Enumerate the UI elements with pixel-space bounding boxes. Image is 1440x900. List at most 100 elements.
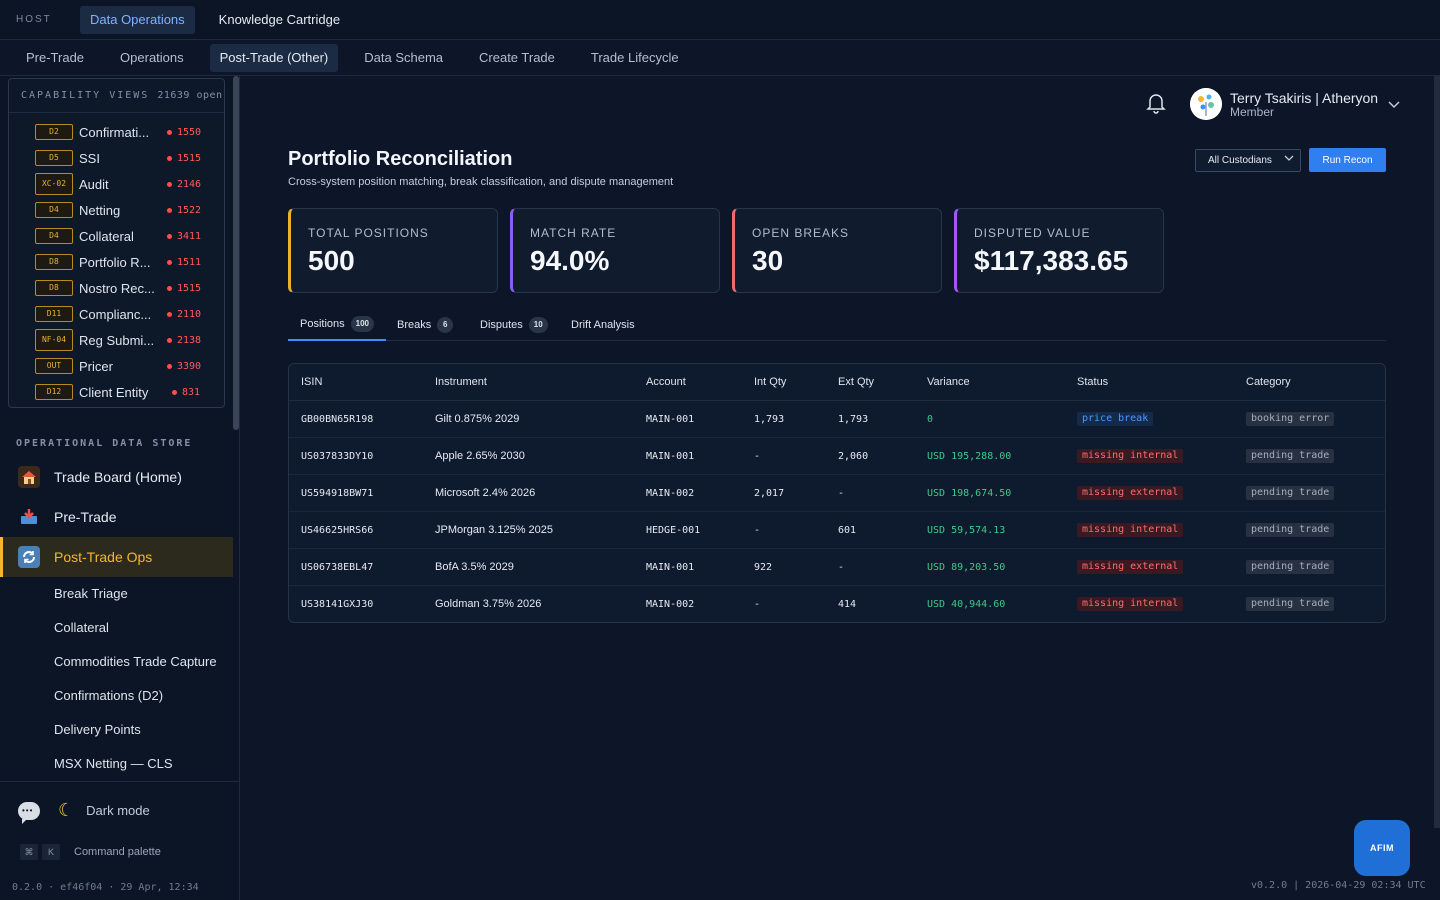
cell-ext-qty: 2,060	[838, 451, 869, 462]
subnav-tab-data-schema[interactable]: Data Schema	[364, 50, 444, 65]
cell-int-qty: -	[754, 451, 761, 462]
run-recon-button[interactable]: Run Recon	[1309, 148, 1386, 172]
subnav-tab-operations[interactable]: Operations	[120, 50, 184, 65]
table-row[interactable]: US594918BW71 Microsoft 2.4% 2026 MAIN-002 2…	[289, 475, 1385, 512]
cell-instrument: Apple 2.65% 2030	[435, 450, 525, 462]
top-tab-data-operations[interactable]: Data Operations	[80, 5, 195, 34]
bell-icon[interactable]	[1146, 92, 1166, 114]
kpi-value: $117,383.65	[974, 245, 1129, 276]
sub-item-break-triage[interactable]: Break Triage	[54, 586, 128, 601]
sidebar-footer: ••• ☾ Dark mode ⌘ K Command palette 0.2.…	[0, 781, 240, 893]
capability-item-collateral[interactable]: D4 Collateral 3411	[9, 223, 224, 249]
column-header-category[interactable]: Category	[1246, 376, 1291, 388]
capability-item-audit[interactable]: XC-02 Audit 2146	[9, 171, 224, 197]
dark-mode-row: ••• ☾ Dark mode	[18, 800, 150, 824]
capability-item-compliance[interactable]: D11 Complianc... 2110	[9, 301, 224, 327]
table-row[interactable]: US38141GXJ30 Goldman 3.75% 2026 MAIN-002 - 4…	[289, 586, 1385, 622]
main-scrollbar[interactable]	[1434, 76, 1440, 828]
cell-account: MAIN-001	[646, 414, 695, 425]
category-badge: pending trade	[1246, 486, 1335, 500]
top-tab-knowledge-cartridge[interactable]: Knowledge Cartridge	[218, 12, 341, 27]
moon-icon[interactable]: ☾	[58, 800, 75, 820]
capability-label: Pricer	[79, 358, 113, 374]
tab-breaks[interactable]: Breaks 6	[397, 308, 454, 341]
alert-dot-icon	[167, 363, 172, 369]
user-name[interactable]: Terry Tsakiris | Atheryon	[1230, 90, 1379, 106]
capability-label: Confirmati...	[79, 124, 150, 140]
capability-item-confirmations[interactable]: D2 Confirmati... 1550	[9, 119, 224, 145]
status-badge: missing external	[1077, 486, 1184, 500]
alert-dot-icon	[167, 285, 172, 291]
column-header-ext-qty[interactable]: Ext Qty	[838, 376, 875, 388]
ods-section-title: OPERATIONAL DATA STORE	[16, 438, 193, 449]
sub-item-collateral[interactable]: Collateral	[54, 620, 109, 635]
kpi-open-breaks: OPEN BREAKS 30	[732, 208, 942, 293]
column-header-instrument[interactable]: Instrument	[435, 376, 487, 388]
sub-item-commodities-trade-capture[interactable]: Commodities Trade Capture	[54, 654, 217, 669]
avatar[interactable]	[1190, 88, 1222, 120]
tab-drift-analysis[interactable]: Drift Analysis	[571, 318, 635, 331]
subnav-tab-trade-lifecycle[interactable]: Trade Lifecycle	[590, 50, 679, 65]
cell-ext-qty: -	[838, 488, 845, 499]
status-badge: missing internal	[1077, 597, 1184, 611]
capability-badge: D4	[35, 202, 73, 218]
tab-count-badge: 100	[350, 315, 374, 332]
command-palette-row[interactable]: ⌘ K Command palette	[20, 844, 161, 860]
capability-views-header: CAPABILITY VIEWS 21639 open	[9, 79, 224, 113]
capability-item-pricer[interactable]: OUT Pricer 3390	[9, 353, 224, 379]
capability-count: 831	[172, 387, 200, 398]
nav-item-label: Trade Board (Home)	[54, 469, 182, 485]
sidebar-scrollbar[interactable]	[233, 76, 239, 430]
subnav-tab-create-trade[interactable]: Create Trade	[479, 50, 555, 65]
cell-isin: US06738EBL47	[301, 562, 374, 573]
capability-item-nostro-recon[interactable]: D8 Nostro Rec... 1515	[9, 275, 224, 301]
nav-item-post-trade-ops[interactable]: Post-Trade Ops	[0, 537, 233, 577]
nav-item-trade-board[interactable]: Trade Board (Home)	[0, 457, 233, 497]
chat-icon[interactable]: •••	[18, 801, 40, 824]
capability-item-portfolio-recon[interactable]: D8 Portfolio R... 1511	[9, 249, 224, 275]
capability-badge: D11	[35, 306, 73, 322]
chevron-down-icon[interactable]	[1388, 98, 1400, 112]
sub-item-confirmations[interactable]: Confirmations (D2)	[54, 688, 164, 703]
cycle-icon	[18, 546, 40, 568]
table-row[interactable]: US06738EBL47 BofA 3.5% 2029 MAIN-001 922 - US…	[289, 549, 1385, 586]
user-role: Member	[1230, 105, 1275, 119]
capability-item-netting[interactable]: D4 Netting 1522	[9, 197, 224, 223]
alert-dot-icon	[167, 155, 172, 161]
table-row[interactable]: GB00BN65R198 Gilt 0.875% 2029 MAIN-001 1,79…	[289, 401, 1385, 438]
column-header-variance[interactable]: Variance	[927, 376, 970, 388]
capability-count: 1511	[167, 257, 201, 268]
capability-item-ssi[interactable]: D5 SSI 1515	[9, 145, 224, 171]
column-header-status[interactable]: Status	[1077, 376, 1109, 388]
custodian-select[interactable]: All Custodians	[1195, 149, 1301, 172]
capability-item-client-entity[interactable]: D12 Client Entity 831	[9, 379, 224, 405]
cell-instrument: Microsoft 2.4% 2026	[435, 487, 536, 499]
sub-item-msx-netting-cls[interactable]: MSX Netting — CLS	[54, 756, 173, 771]
capability-label: Collateral	[79, 228, 134, 244]
capability-label: Reg Submi...	[79, 332, 155, 348]
column-header-isin[interactable]: ISIN	[301, 376, 323, 388]
house-icon	[18, 466, 40, 488]
capability-label: Nostro Rec...	[79, 280, 155, 296]
column-header-int-qty[interactable]: Int Qty	[754, 376, 787, 388]
sub-item-delivery-points[interactable]: Delivery Points	[54, 722, 141, 737]
dark-mode-toggle[interactable]: Dark mode	[86, 803, 150, 818]
capability-label: Portfolio R...	[79, 254, 151, 270]
nav-item-pre-trade[interactable]: Pre-Trade	[0, 497, 233, 537]
page-title: Portfolio Reconciliation	[288, 148, 513, 170]
tab-disputes[interactable]: Disputes 10	[480, 308, 548, 341]
afim-assistant-button[interactable]: AFIM	[1354, 820, 1410, 876]
column-header-account[interactable]: Account	[646, 376, 686, 388]
table-header: ISIN Instrument Account Int Qty Ext Qty …	[289, 364, 1385, 401]
tab-positions[interactable]: Positions 100	[288, 308, 386, 341]
cell-account: MAIN-001	[646, 451, 695, 462]
tab-count-badge: 10	[528, 316, 548, 333]
subnav-tab-post-trade-other[interactable]: Post-Trade (Other)	[209, 43, 339, 72]
capability-badge: D4	[35, 228, 73, 244]
table-row[interactable]: US46625HRS66 JPMorgan 3.125% 2025 HEDGE-00…	[289, 512, 1385, 549]
chevron-down-icon	[1284, 154, 1294, 165]
subnav-tab-pre-trade[interactable]: Pre-Trade	[26, 50, 85, 65]
table-row[interactable]: US037833DY10 Apple 2.65% 2030 MAIN-001 - 2,0…	[289, 438, 1385, 475]
alert-dot-icon	[167, 207, 172, 213]
capability-item-reg-submissions[interactable]: NF-04 Reg Submi... 2138	[9, 327, 224, 353]
